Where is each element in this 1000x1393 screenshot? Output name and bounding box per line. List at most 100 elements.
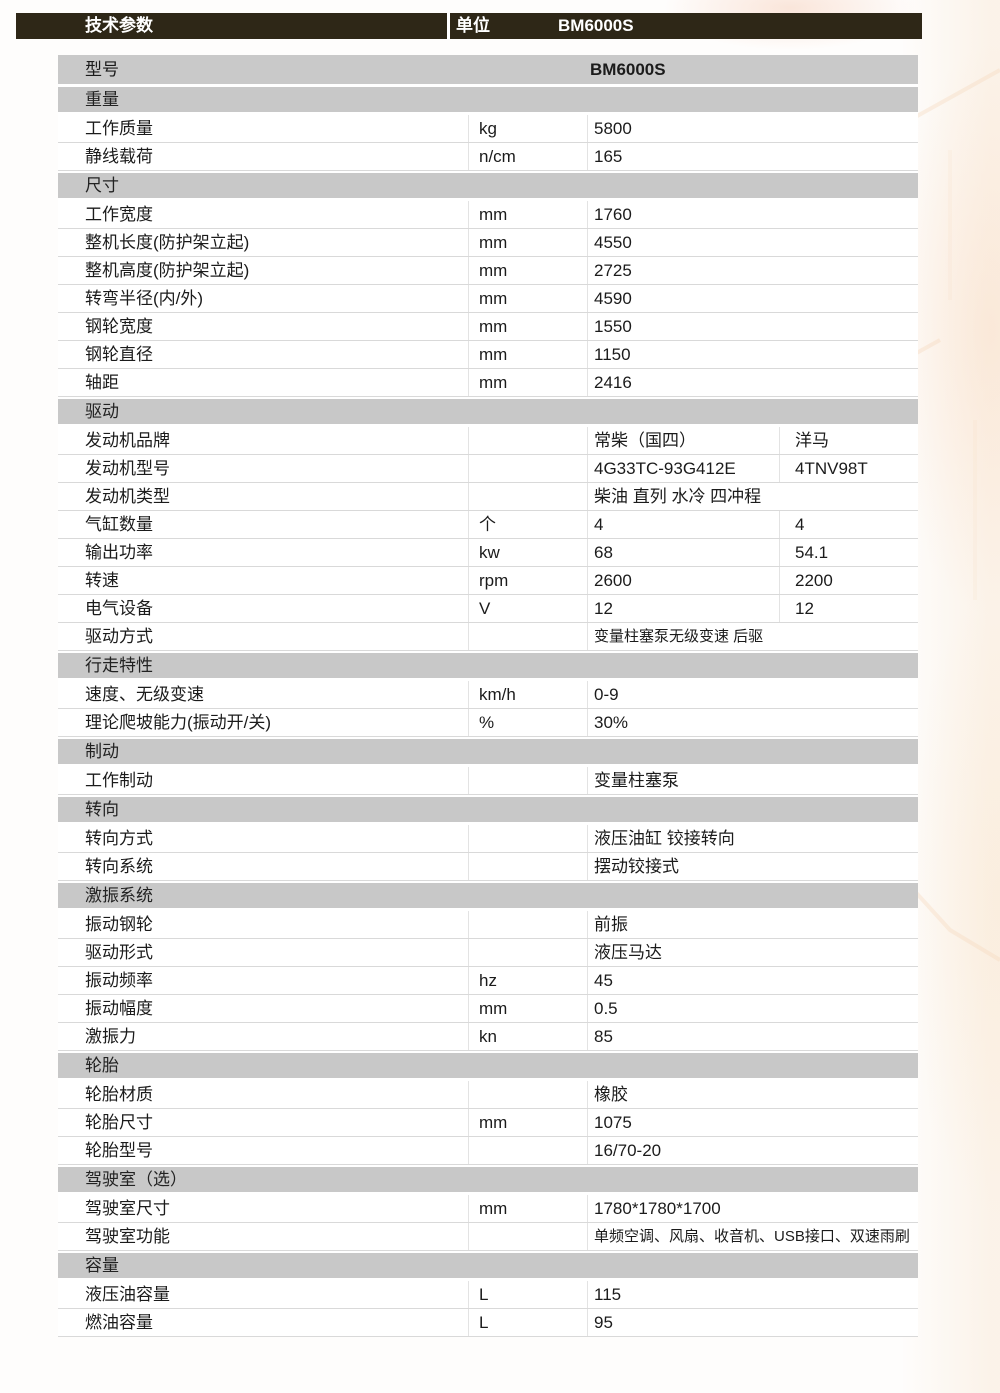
row-label: 电气设备 — [85, 599, 153, 618]
row-value: 85 — [587, 1023, 918, 1050]
row-unit: mm — [468, 995, 587, 1022]
table-row: 工作宽度 mm 1760 — [58, 201, 918, 229]
table-row: 驾驶室尺寸 mm 1780*1780*1700 — [58, 1195, 918, 1223]
row-label: 工作宽度 — [85, 205, 153, 224]
row-value: 常柴（国四） — [587, 427, 779, 454]
row-label: 振动频率 — [85, 971, 153, 990]
row-unit — [468, 939, 587, 966]
table-row: 转弯半径(内/外) mm 4590 — [58, 285, 918, 313]
header-column-divider — [447, 13, 450, 39]
row-value: 4590 — [587, 285, 918, 312]
section-header-row: 转向 — [58, 797, 918, 822]
row-label: 振动钢轮 — [85, 915, 153, 934]
row-label: 气缸数量 — [85, 515, 153, 534]
row-unit: kw — [468, 539, 587, 566]
row-value: 45 — [587, 967, 918, 994]
section-label: 激振系统 — [85, 886, 153, 905]
row-value: 前振 — [587, 911, 918, 938]
table-row: 激振力 kn 85 — [58, 1023, 918, 1051]
section-header-row: 行走特性 — [58, 653, 918, 678]
table-row: 钢轮宽度 mm 1550 — [58, 313, 918, 341]
table-row: 驱动方式 变量柱塞泵无级变速 后驱 — [58, 623, 918, 651]
row-label: 理论爬坡能力(振动开/关) — [85, 713, 272, 732]
section-header-row: 驱动 — [58, 399, 918, 424]
row-unit: mm — [468, 369, 587, 396]
section-label: 驾驶室（选） — [85, 1170, 187, 1189]
row-unit — [468, 853, 587, 880]
section-label: 轮胎 — [85, 1056, 119, 1075]
row-label: 发动机型号 — [85, 459, 170, 478]
table-row: 驱动形式 液压马达 — [58, 939, 918, 967]
row-value-secondary: 2200 — [779, 567, 918, 594]
row-label: 静线载荷 — [85, 147, 153, 166]
row-unit: L — [468, 1281, 587, 1308]
row-value-secondary: 洋马 — [779, 427, 918, 454]
row-value: 16/70-20 — [587, 1137, 918, 1164]
row-value: 5800 — [587, 115, 918, 142]
section-label: 行走特性 — [85, 656, 153, 675]
row-value: 柴油 直列 水冷 四冲程 — [587, 483, 918, 510]
row-value: 4G33TC-93G412E — [587, 455, 779, 482]
table-row: 电气设备 V 12 12 — [58, 595, 918, 623]
table-row: 气缸数量个 4 4 — [58, 511, 918, 539]
row-label: 振动幅度 — [85, 999, 153, 1018]
row-unit: kn — [468, 1023, 587, 1050]
row-unit: mm — [468, 1195, 587, 1222]
row-unit: 个 — [468, 511, 587, 538]
row-label: 液压油容量 — [85, 1285, 170, 1304]
row-unit — [468, 455, 587, 482]
table-row: 输出功率 kw 68 54.1 — [58, 539, 918, 567]
table-row: 理论爬坡能力(振动开/关)% 30% — [58, 709, 918, 737]
section-label: 驱动 — [85, 402, 119, 421]
row-value: 2416 — [587, 369, 918, 396]
row-unit: rpm — [468, 567, 587, 594]
row-label: 驾驶室尺寸 — [85, 1199, 170, 1218]
section-header-row: 容量 — [58, 1253, 918, 1278]
section-label: 重量 — [85, 90, 119, 109]
row-unit — [468, 427, 587, 454]
row-value: 变量柱塞泵 — [587, 767, 918, 794]
table-row: 燃油容量 L 95 — [58, 1309, 918, 1337]
table-row: 转向系统 摆动铰接式 — [58, 853, 918, 881]
row-value-secondary: 12 — [779, 595, 918, 622]
table-header-bar: 技术参数 单位 BM6000S — [16, 13, 922, 39]
row-value: 液压油缸 铰接转向 — [587, 825, 918, 852]
section-header-row: 驾驶室（选） — [58, 1167, 918, 1192]
row-value: 橡胶 — [587, 1081, 918, 1108]
row-unit — [468, 483, 587, 510]
row-label: 钢轮宽度 — [85, 317, 153, 336]
row-label: 整机高度(防护架立起) — [85, 261, 250, 280]
row-label: 激振力 — [85, 1027, 136, 1046]
row-unit — [468, 825, 587, 852]
row-unit: mm — [468, 313, 587, 340]
row-label: 工作制动 — [85, 771, 153, 790]
row-label: 型号 — [85, 60, 119, 79]
row-unit — [468, 1223, 587, 1250]
row-label: 整机长度(防护架立起) — [85, 233, 250, 252]
section-label: 转向 — [85, 800, 119, 819]
row-label: 转弯半径(内/外) — [85, 289, 204, 308]
table-row: 振动钢轮 前振 — [58, 911, 918, 939]
row-value: 变量柱塞泵无级变速 后驱 — [587, 623, 918, 650]
section-header-row: 轮胎 — [58, 1053, 918, 1078]
table-row: 工作制动 变量柱塞泵 — [58, 767, 918, 795]
row-value: 4550 — [587, 229, 918, 256]
row-value-secondary: 4 — [779, 511, 918, 538]
row-unit: mm — [468, 341, 587, 368]
table-row: 钢轮直径 mm 1150 — [58, 341, 918, 369]
row-label: 转速 — [85, 571, 119, 590]
row-value: BM6000S — [590, 60, 666, 79]
row-value: 1760 — [587, 201, 918, 228]
row-value: 4 — [587, 511, 779, 538]
row-label: 驱动方式 — [85, 627, 153, 646]
section-header-row: 尺寸 — [58, 173, 918, 198]
row-unit: mm — [468, 285, 587, 312]
row-label: 轴距 — [85, 373, 119, 392]
table-row: 轮胎材质 橡胶 — [58, 1081, 918, 1109]
table-row: 发动机品牌 常柴（国四） 洋马 — [58, 427, 918, 455]
section-label: 容量 — [85, 1256, 119, 1275]
row-label: 输出功率 — [85, 543, 153, 562]
row-label: 发动机品牌 — [85, 431, 170, 450]
row-unit — [468, 1081, 587, 1108]
